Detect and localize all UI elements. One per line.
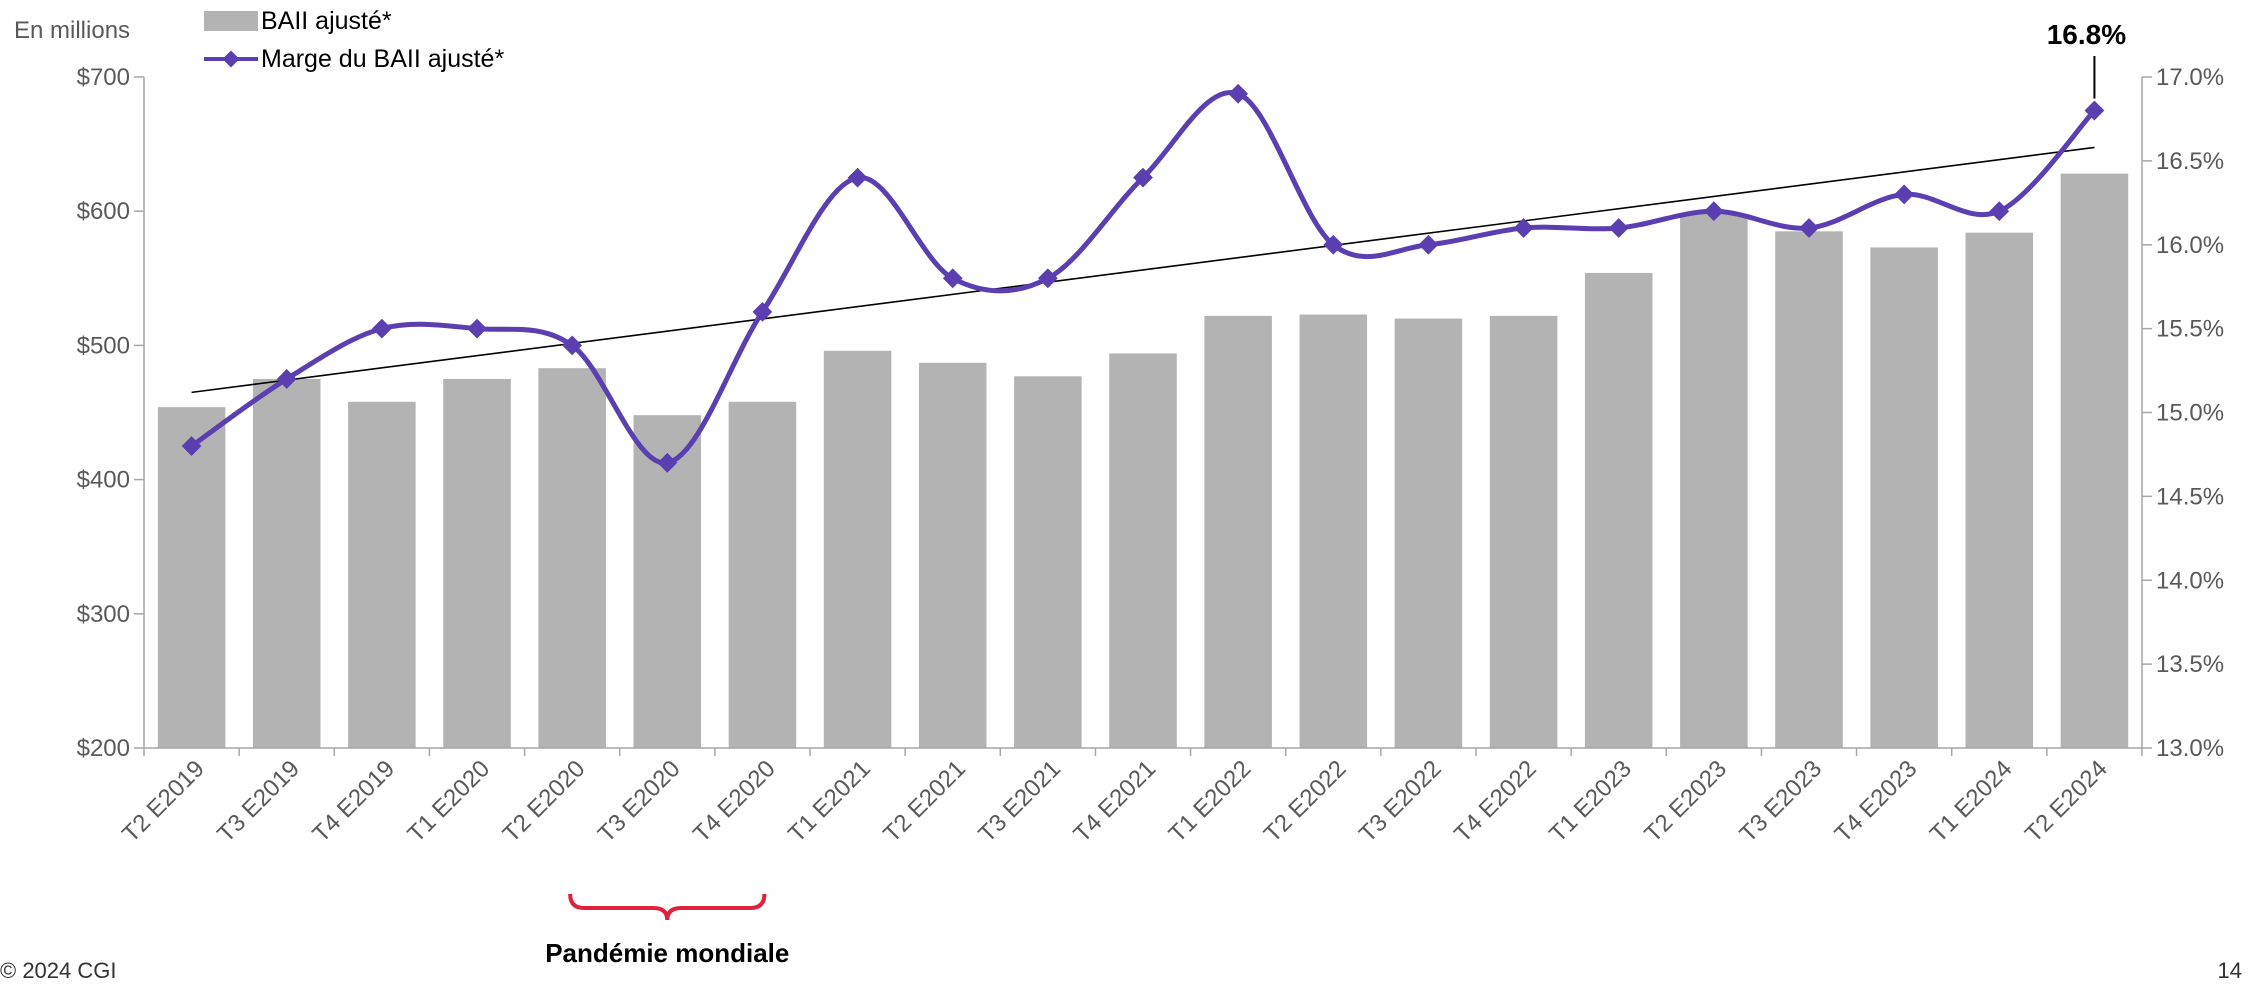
x-tick-label: T3 E2021 [973, 755, 1066, 848]
bar-t4-e2022 [1489, 315, 1558, 748]
bracket-path [568, 893, 767, 921]
pandemic-label: Pandémie mondiale [545, 938, 789, 968]
x-tick-label: T4 E2021 [1069, 755, 1162, 848]
x-tick-label: T1 E2023 [1544, 755, 1637, 848]
margin-point-t3-e2023 [1799, 218, 1819, 238]
margin-point-t3-e2020 [657, 452, 678, 473]
bar-t3-e2022 [1394, 318, 1463, 748]
bar-t1-e2023 [1584, 272, 1653, 748]
margin-point-t3-e2021 [1037, 268, 1058, 289]
margin-line-path [190, 90, 2097, 466]
right-tick-label: 14.0% [2156, 567, 2224, 594]
left-tick-label: $400 [77, 467, 130, 494]
x-tick-labels: T2 E2019 T3 E2019 T4 E2019 T1 E2020 T2 E2020… [117, 755, 2113, 848]
right-tick-label: 17.0% [2156, 64, 2224, 91]
bar-t1-e2024 [1965, 232, 2034, 748]
x-tick-label: T2 E2024 [2020, 755, 2113, 848]
margin-line-series [181, 83, 2105, 473]
margin-point-t2-e2019 [181, 436, 202, 456]
x-tick-label: T2 E2023 [1639, 755, 1732, 848]
legend: BAII ajusté* Marge du BAII ajusté* [204, 7, 504, 73]
margin-point-t3-e2022 [1418, 234, 1439, 255]
x-tick-label: T4 E2023 [1830, 755, 1923, 848]
x-tick-label: T2 E2019 [117, 755, 210, 848]
margin-point-t4-e2022 [1513, 218, 1534, 238]
bar-t4-e2020 [728, 401, 797, 748]
last-value-annotation: 16.8% [2047, 19, 2126, 50]
x-tick-label: T4 E2020 [688, 755, 781, 848]
legend-bar-swatch [204, 11, 258, 31]
bar-t1-e2021 [823, 350, 892, 748]
right-tick-label: 13.5% [2156, 651, 2224, 678]
right-tick-label: 15.5% [2156, 316, 2224, 343]
margin-point-t4-e2020 [752, 301, 773, 322]
margin-point-t4-e2021 [1133, 167, 1153, 188]
margin-point-t2-e2020 [562, 335, 583, 356]
margin-point-t4-e2023 [1894, 184, 1915, 205]
x-tick-label: T2 E2020 [498, 755, 591, 848]
bar-t2-e2021 [918, 362, 987, 748]
legend-line-label: Marge du BAII ajusté* [261, 45, 504, 73]
margin-point-t2-e2023 [1703, 201, 1724, 222]
pandemic-bracket [568, 893, 767, 921]
bar-t4-e2021 [1109, 353, 1177, 748]
bar-t2-e2020 [538, 368, 606, 748]
unit-label: En millions [14, 17, 130, 44]
right-tick-label: 16.0% [2156, 232, 2224, 259]
legend-bar-label: BAII ajusté* [261, 7, 392, 35]
margin-point-t4-e2019 [371, 318, 392, 339]
bar-t3-e2019 [252, 378, 321, 748]
margin-point-t1-e2024 [1989, 201, 2010, 222]
trendline [191, 146, 2095, 394]
x-tick-label: T1 E2020 [403, 755, 496, 848]
x-tick-label: T3 E2023 [1735, 755, 1828, 848]
trendline-path [191, 146, 2095, 394]
margin-point-t1-e2021 [847, 167, 868, 188]
bar-t4-e2023 [1870, 247, 1938, 748]
axes: $200 $300 $400 $500 $600 $700 13.0% 13.5% 14.0% 1… [77, 64, 2224, 762]
x-tick-label: T2 E2021 [878, 755, 971, 848]
left-tick-label: $600 [77, 198, 130, 225]
bar-t2-e2024 [2060, 173, 2129, 748]
x-tick-label: T3 E2022 [1354, 755, 1447, 848]
legend-line-marker [222, 50, 240, 68]
x-tick-label: T4 E2019 [307, 755, 400, 848]
right-tick-label: 14.5% [2156, 483, 2224, 510]
bar-t4-e2019 [348, 401, 416, 748]
x-tick-label: T3 E2019 [212, 755, 305, 848]
left-tick-label: $300 [77, 601, 130, 628]
bar-t1-e2022 [1204, 315, 1272, 748]
bar-t1-e2020 [443, 378, 511, 748]
bar-series [157, 173, 2129, 748]
left-tick-label: $700 [77, 64, 130, 91]
right-tick-label: 16.5% [2156, 148, 2224, 175]
x-tick-label: T1 E2022 [1164, 755, 1257, 848]
margin-point-t2-e2024 [2084, 100, 2105, 121]
copyright: © 2024 CGI [0, 958, 117, 983]
x-tick-label: T3 E2020 [593, 755, 686, 848]
margin-point-t1-e2020 [467, 318, 487, 339]
bar-t2-e2023 [1680, 213, 1748, 748]
bar-t3-e2023 [1775, 231, 1843, 748]
bar-t2-e2019 [157, 407, 226, 748]
margin-point-t1-e2022 [1228, 83, 1249, 104]
x-tick-label: T4 E2022 [1449, 755, 1542, 848]
margin-point-t1-e2023 [1608, 218, 1629, 238]
page-number: 14 [2217, 958, 2242, 983]
margin-point-t2-e2021 [942, 268, 963, 289]
bar-t3-e2021 [1014, 376, 1082, 748]
margin-point-t3-e2019 [276, 369, 297, 389]
left-tick-label: $500 [77, 332, 130, 359]
right-tick-label: 15.0% [2156, 400, 2224, 427]
bar-t2-e2022 [1299, 314, 1368, 748]
right-tick-label: 13.0% [2156, 735, 2224, 762]
left-tick-label: $200 [77, 735, 130, 762]
x-tick-label: T1 E2021 [783, 755, 876, 848]
x-tick-label: T2 E2022 [1259, 755, 1352, 848]
x-tick-label: T1 E2024 [1925, 755, 2018, 848]
margin-point-t2-e2022 [1323, 234, 1344, 255]
